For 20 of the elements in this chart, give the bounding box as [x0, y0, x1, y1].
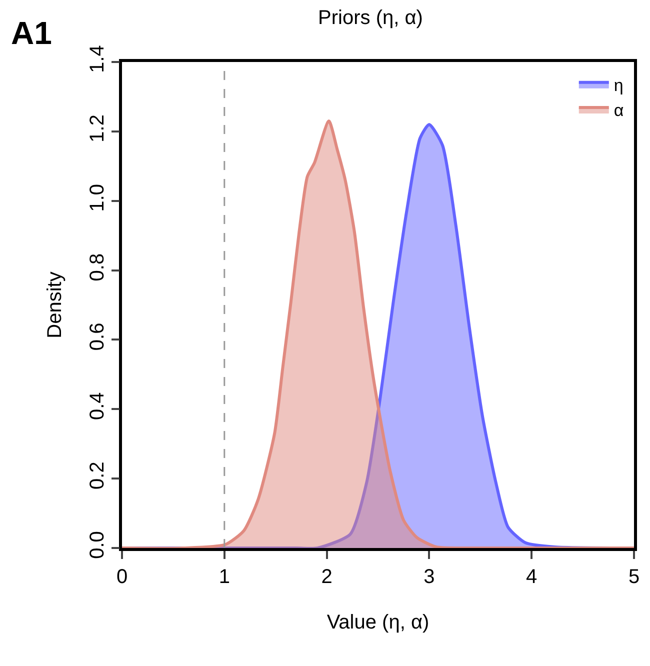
x-tick-label: 1 [218, 566, 230, 588]
x-tick-label: 3 [424, 566, 435, 588]
x-tick-label: 2 [321, 566, 332, 588]
y-tick-label: 0.4 [86, 392, 108, 420]
y-tick-label: 0.8 [86, 253, 108, 282]
chart-title: Priors (η, α) [318, 6, 423, 29]
y-tick-label: 1.0 [86, 184, 108, 212]
y-tick-label: 0.2 [86, 462, 108, 490]
x-axis-title: Value (η, α) [326, 611, 430, 634]
y-tick-label: 1.2 [86, 114, 108, 142]
y-tick-label: 1.4 [86, 45, 108, 73]
x-tick-label: 5 [628, 566, 640, 588]
legend-label: η [614, 76, 624, 96]
x-tick-label: 4 [526, 566, 538, 588]
x-tick-label: 0 [116, 566, 128, 588]
y-tick-label: 0.6 [86, 322, 108, 351]
y-tick-label: 0.0 [86, 531, 108, 559]
text: A1 [11, 15, 52, 51]
legend-label: α [614, 101, 624, 120]
y-axis-title: Density [44, 272, 66, 338]
